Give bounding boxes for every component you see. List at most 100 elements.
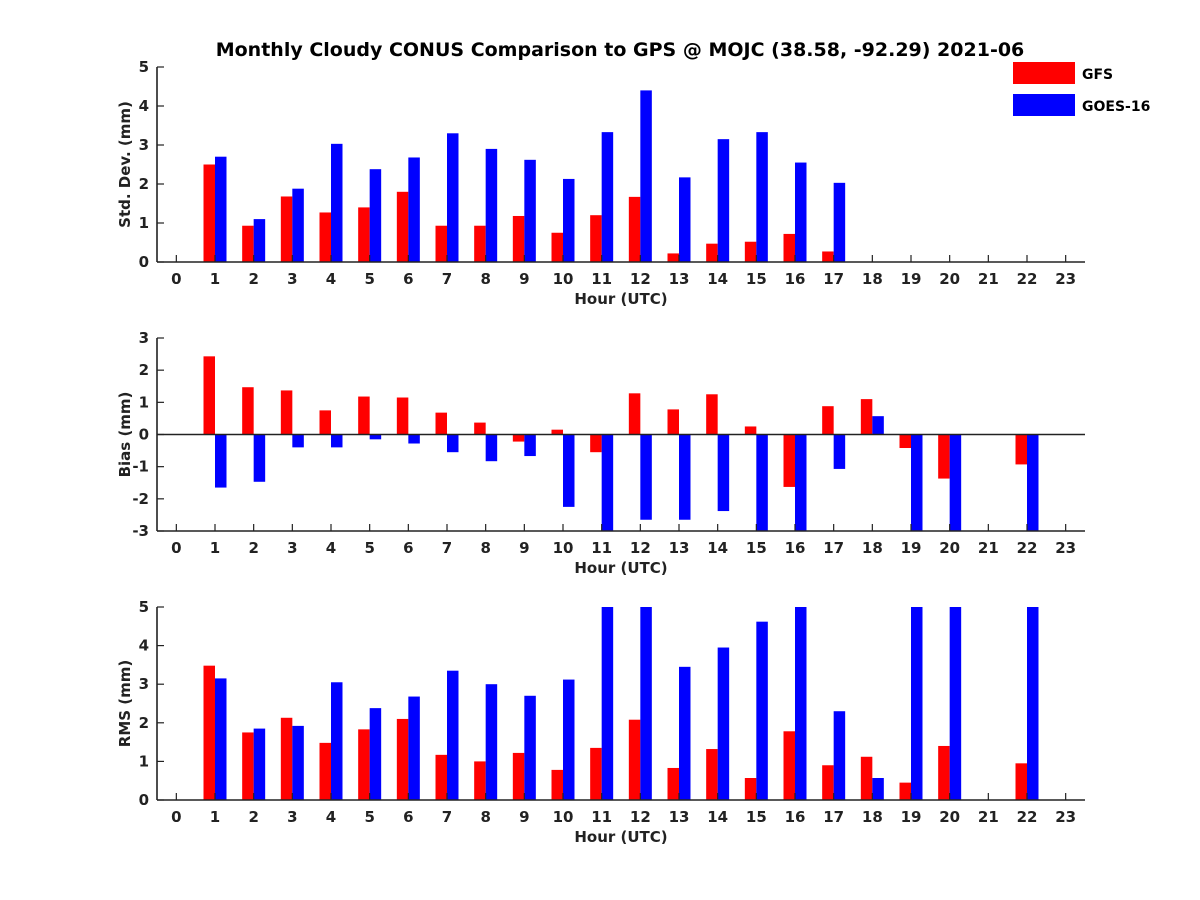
bar-gfs-22 bbox=[1015, 434, 1027, 465]
x-tick-label: 13 bbox=[669, 808, 690, 826]
bar-goes-16-17 bbox=[833, 434, 846, 469]
x-tick-label: 16 bbox=[785, 539, 806, 557]
bar-goes-16-2 bbox=[253, 219, 266, 262]
bar-gfs-7 bbox=[435, 225, 447, 262]
bar-gfs-16 bbox=[783, 731, 795, 800]
x-tick-label: 18 bbox=[862, 539, 883, 557]
bar-goes-16-13 bbox=[679, 666, 691, 800]
x-tick-label: 8 bbox=[480, 808, 490, 826]
bar-gfs-10 bbox=[551, 232, 563, 262]
x-tick-label: 23 bbox=[1055, 270, 1076, 288]
legend-label-goes16: GOES-16 bbox=[1082, 99, 1150, 115]
bar-gfs-7 bbox=[435, 412, 447, 435]
bar-goes-16-14 bbox=[717, 139, 730, 262]
bar-gfs-20 bbox=[938, 434, 950, 479]
bar-goes-16-9 bbox=[524, 695, 536, 800]
bar-gfs-2 bbox=[242, 225, 254, 262]
bar-gfs-8 bbox=[474, 761, 486, 800]
y-tick-label: 3 bbox=[139, 675, 149, 693]
bar-goes-16-5 bbox=[369, 434, 382, 440]
bar-gfs-19 bbox=[899, 434, 911, 449]
x-tick-label: 14 bbox=[707, 270, 728, 288]
bar-goes-16-7 bbox=[447, 670, 459, 800]
bar-gfs-20 bbox=[938, 745, 950, 800]
y-tick-label: 0 bbox=[139, 791, 149, 809]
legend-swatch-gfs bbox=[1013, 62, 1075, 84]
x-tick-label: 10 bbox=[553, 808, 574, 826]
bar-goes-16-2 bbox=[253, 434, 266, 482]
bar-goes-16-20 bbox=[949, 607, 962, 800]
bar-gfs-4 bbox=[319, 212, 331, 262]
bar-gfs-3 bbox=[280, 196, 293, 262]
x-tick-label: 2 bbox=[248, 808, 258, 826]
x-tick-label: 7 bbox=[442, 808, 452, 826]
bar-goes-16-22 bbox=[1027, 607, 1039, 800]
figure-title: Monthly Cloudy CONUS Comparison to GPS @… bbox=[216, 39, 1025, 61]
x-axis-label: Hour (UTC) bbox=[574, 559, 667, 577]
bar-gfs-10 bbox=[551, 429, 563, 435]
y-tick-label: -3 bbox=[132, 522, 149, 540]
x-tick-label: 23 bbox=[1055, 808, 1076, 826]
x-tick-label: 9 bbox=[519, 270, 529, 288]
x-tick-label: 22 bbox=[1017, 270, 1038, 288]
bar-goes-16-7 bbox=[447, 434, 459, 453]
x-tick-label: 15 bbox=[746, 808, 767, 826]
bar-gfs-9 bbox=[512, 434, 525, 442]
y-tick-label: 3 bbox=[139, 136, 149, 154]
bar-goes-16-17 bbox=[833, 182, 846, 262]
y-tick-label: 0 bbox=[139, 253, 149, 271]
bar-gfs-12 bbox=[628, 196, 641, 262]
bar-goes-16-2 bbox=[253, 728, 266, 800]
x-tick-label: 8 bbox=[480, 270, 490, 288]
bar-goes-16-18 bbox=[872, 416, 884, 435]
bar-gfs-4 bbox=[319, 410, 331, 435]
bar-gfs-5 bbox=[358, 396, 370, 435]
x-tick-label: 7 bbox=[442, 270, 452, 288]
bar-gfs-15 bbox=[744, 426, 757, 435]
x-tick-label: 20 bbox=[939, 270, 960, 288]
bar-gfs-2 bbox=[242, 387, 254, 435]
x-tick-label: 3 bbox=[287, 808, 297, 826]
x-tick-label: 4 bbox=[326, 539, 336, 557]
x-tick-label: 21 bbox=[978, 808, 999, 826]
bar-goes-16-3 bbox=[292, 188, 304, 262]
bar-goes-16-1 bbox=[215, 678, 227, 800]
bar-gfs-8 bbox=[474, 225, 486, 262]
bar-goes-16-3 bbox=[292, 725, 304, 800]
bar-goes-16-4 bbox=[331, 682, 343, 800]
x-tick-label: 4 bbox=[326, 808, 336, 826]
x-tick-label: 19 bbox=[901, 539, 922, 557]
x-tick-label: 19 bbox=[901, 808, 922, 826]
x-tick-label: 10 bbox=[553, 539, 574, 557]
bar-goes-16-20 bbox=[949, 434, 962, 531]
bar-goes-16-5 bbox=[369, 169, 382, 262]
y-tick-label: 4 bbox=[139, 97, 149, 115]
x-tick-label: 20 bbox=[939, 808, 960, 826]
bar-gfs-9 bbox=[512, 752, 525, 800]
y-tick-label: 1 bbox=[139, 214, 149, 232]
x-tick-label: 0 bbox=[171, 270, 181, 288]
bar-goes-16-9 bbox=[524, 159, 536, 262]
bar-goes-16-7 bbox=[447, 133, 459, 262]
y-tick-label: 2 bbox=[139, 714, 149, 732]
bar-goes-16-8 bbox=[485, 434, 498, 462]
bar-gfs-12 bbox=[628, 719, 641, 800]
bar-gfs-7 bbox=[435, 754, 447, 800]
bar-goes-16-3 bbox=[292, 434, 304, 448]
bar-goes-16-9 bbox=[524, 434, 536, 457]
bar-gfs-3 bbox=[280, 390, 293, 435]
x-tick-label: 13 bbox=[669, 539, 690, 557]
bar-gfs-12 bbox=[628, 393, 641, 435]
x-tick-label: 5 bbox=[364, 270, 374, 288]
y-tick-label: 4 bbox=[139, 637, 149, 655]
bar-gfs-9 bbox=[512, 215, 525, 262]
x-tick-label: 6 bbox=[403, 539, 413, 557]
y-tick-label: 1 bbox=[139, 752, 149, 770]
x-tick-label: 6 bbox=[403, 270, 413, 288]
bar-gfs-11 bbox=[590, 215, 602, 262]
bar-gfs-3 bbox=[280, 717, 293, 800]
bar-goes-16-15 bbox=[756, 621, 768, 800]
bar-gfs-17 bbox=[822, 251, 834, 262]
bar-goes-16-14 bbox=[717, 434, 730, 512]
x-tick-label: 23 bbox=[1055, 539, 1076, 557]
